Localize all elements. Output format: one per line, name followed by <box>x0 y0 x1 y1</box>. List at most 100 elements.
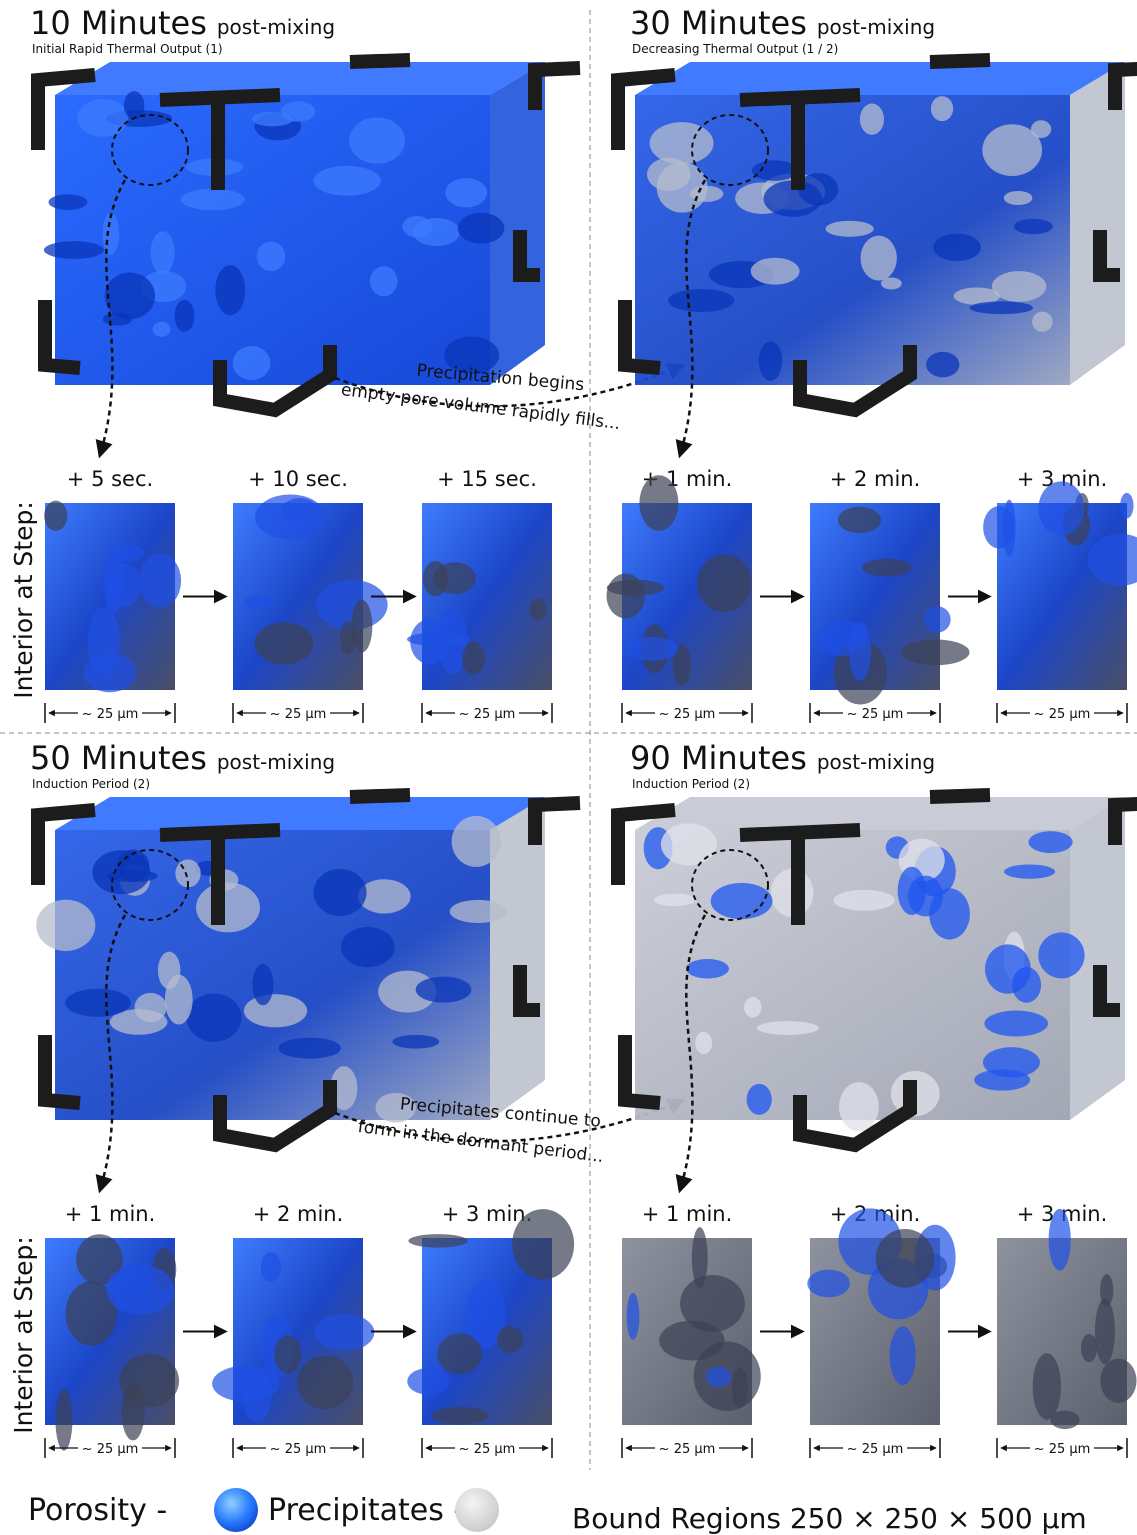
blob <box>402 216 432 237</box>
blob <box>1031 120 1051 138</box>
scale-label: ~ 25 μm <box>659 1442 716 1457</box>
porosity-swatch <box>214 1488 258 1532</box>
blob <box>931 96 953 121</box>
scale-label: ~ 25 μm <box>847 707 904 722</box>
thumb-blob <box>139 554 181 608</box>
thumb-blob <box>274 1335 301 1374</box>
thumb-blob <box>692 1227 708 1288</box>
thumb-blob <box>732 1368 748 1408</box>
legend: Porosity - Precipitates - Bound Regions … <box>28 1488 1087 1535</box>
blob <box>650 122 714 164</box>
title-suffix: post-mixing <box>217 750 335 774</box>
thumb-blob <box>624 637 678 661</box>
blob <box>747 1084 772 1115</box>
title-main: 30 Minutes <box>630 4 807 42</box>
precipitates-swatch <box>455 1488 499 1532</box>
scale-label: ~ 25 μm <box>459 707 516 722</box>
blob <box>44 241 104 259</box>
thumb-blob <box>408 1234 467 1247</box>
legend-porosity: Porosity - <box>28 1493 167 1528</box>
step-label: + 10 sec. <box>248 467 348 491</box>
step-label: + 15 sec. <box>437 467 537 491</box>
thumb-blob <box>876 1229 934 1288</box>
blob <box>244 994 307 1027</box>
blob <box>1032 311 1052 331</box>
box-top <box>635 797 1125 830</box>
legend-precipitates: Precipitates - <box>268 1493 464 1528</box>
blob <box>984 1011 1048 1037</box>
thumb-blob <box>627 1293 640 1340</box>
blob <box>752 160 798 181</box>
blob <box>759 342 782 381</box>
blob <box>215 265 245 315</box>
scale-label: ~ 25 μm <box>847 1442 904 1457</box>
title-main: 90 Minutes <box>630 739 807 777</box>
thumb-blob <box>437 1333 482 1374</box>
blob <box>48 194 87 210</box>
thumb-blob <box>807 1270 850 1298</box>
blob <box>668 289 734 312</box>
step-label: + 3 min. <box>442 1202 533 1226</box>
thumb-blob <box>244 595 275 608</box>
thumb-blob <box>431 1407 488 1425</box>
blob <box>103 213 119 255</box>
thumb-blob <box>297 1356 353 1409</box>
blob <box>341 927 395 967</box>
thumb-blob <box>44 501 67 531</box>
thumb-blob <box>639 475 678 530</box>
blob <box>1028 831 1072 853</box>
thumb-blob <box>407 1368 449 1394</box>
blob <box>458 213 505 244</box>
figure: Interior at Step: Interior at Step: Poro… <box>0 0 1137 1535</box>
panel-subtitle: Decreasing Thermal Output (1 / 2) <box>632 42 838 56</box>
thumb-blob <box>1038 481 1084 535</box>
scale-label: ~ 25 μm <box>459 1442 516 1457</box>
thumb-blob <box>1095 1299 1115 1365</box>
blob <box>153 322 171 337</box>
blob <box>181 189 245 211</box>
thumb-blob <box>423 561 448 596</box>
title-suffix: post-mixing <box>817 15 935 39</box>
blob <box>65 989 131 1017</box>
title-main: 10 Minutes <box>30 4 207 42</box>
blob <box>134 993 166 1022</box>
blob <box>36 900 95 951</box>
bracket <box>350 60 410 62</box>
thumb-blob <box>407 632 470 646</box>
thumb-blob <box>212 1366 279 1402</box>
blob <box>314 166 381 196</box>
thumb-blob <box>104 549 123 615</box>
blob <box>970 301 1034 314</box>
blob <box>257 242 286 272</box>
scale-label: ~ 25 μm <box>270 1442 327 1457</box>
thumb-blob <box>84 653 137 693</box>
blob <box>826 221 874 237</box>
thumb-blob <box>902 639 970 665</box>
blob <box>165 975 193 1025</box>
thumb-blob <box>1081 1334 1097 1362</box>
blob <box>686 959 729 978</box>
panel-title: 50 Minutespost-mixing <box>30 739 335 777</box>
thumb-blob <box>1033 1353 1061 1419</box>
blob <box>711 883 773 919</box>
panel: 30 Minutes post-mixing Decreasing Thermal … <box>606 4 1137 723</box>
bracket <box>1115 68 1137 110</box>
blob <box>370 266 398 296</box>
thumb-blob <box>924 606 951 632</box>
thumb-blob <box>530 598 547 620</box>
blob <box>861 236 897 281</box>
blob <box>349 117 405 163</box>
thumb-blob <box>462 642 485 675</box>
thumb-blob <box>838 507 881 533</box>
box-top <box>635 62 1125 95</box>
side-label: Interior at Step: <box>9 501 38 699</box>
blob <box>757 1021 819 1035</box>
panel-title: 30 Minutes post-mixing <box>630 4 935 42</box>
scale-label: ~ 25 μm <box>1034 707 1091 722</box>
bracket <box>535 68 580 110</box>
blob <box>860 104 884 135</box>
blob <box>1012 967 1041 1003</box>
thumb-blob <box>351 600 372 653</box>
